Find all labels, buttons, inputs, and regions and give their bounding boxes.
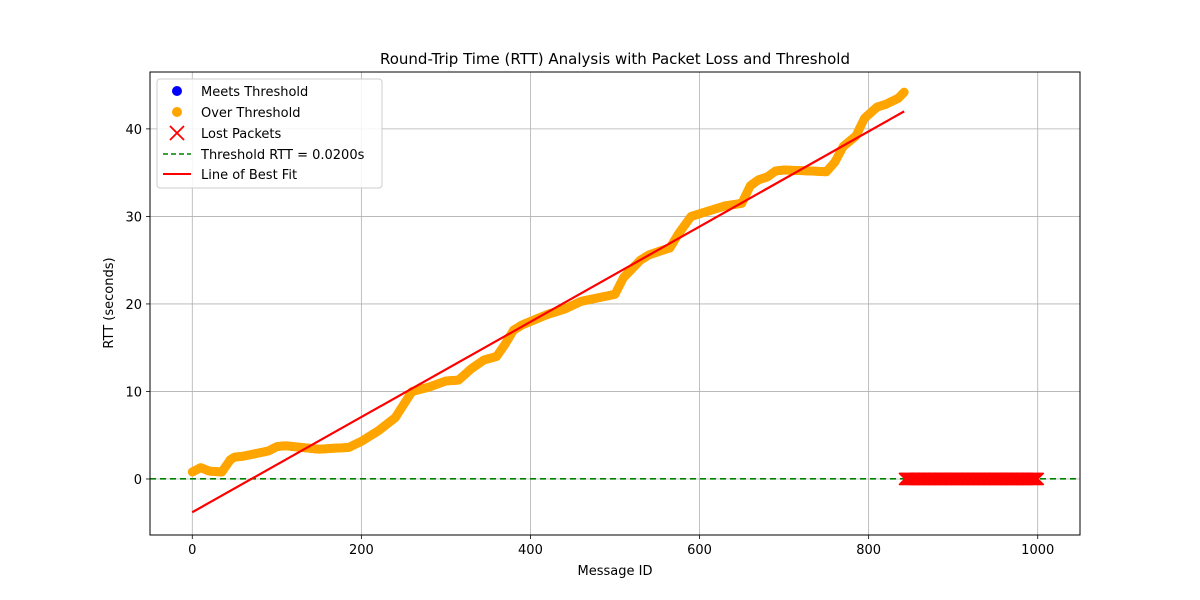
y-tick-label: 30 [125,210,142,225]
legend-meets-threshold-label: Meets Threshold [201,85,308,100]
best-fit-layer [191,110,905,514]
legend-best-fit-label: Line of Best Fit [201,168,297,183]
x-tick-label: 800 [856,543,881,558]
legend-over-threshold-marker [172,107,182,117]
legend-lost-packets-marker [169,125,185,141]
y-tick-label: 40 [125,123,142,138]
plot-frame [149,71,1081,536]
x-axis-label: Message ID [578,564,653,579]
legend-meets-threshold-marker [172,86,182,96]
best-fit-line [191,110,905,514]
y-tick-label: 20 [125,298,142,313]
y-tick-label: 0 [134,473,142,488]
lost-packet-marker [1031,472,1045,486]
x-tick-label: 200 [349,543,374,558]
legend-over-threshold-label: Over Threshold [201,106,300,121]
legend: Meets Threshold Over Threshold Lost Pack… [156,78,383,189]
legend-box [156,78,383,189]
legend-lost-packets-label: Lost Packets [201,127,281,142]
x-tick-label: 1000 [1021,543,1054,558]
lost-packets-markers [898,472,1045,486]
y-axis-label: RTT (seconds) [102,257,117,348]
over-threshold-point [899,87,909,97]
y-tick-label: 10 [125,385,142,400]
axis-ticks: 0 200 400 600 800 1000 0 10 20 30 40 [125,123,1054,558]
chart-title: Round-Trip Time (RTT) Analysis with Pack… [380,50,850,68]
x-tick-label: 0 [188,543,196,558]
x-tick-label: 400 [518,543,543,558]
over-threshold-points [187,87,909,477]
legend-threshold-label: Threshold RTT = 0.0200s [200,148,365,163]
x-tick-label: 600 [687,543,712,558]
